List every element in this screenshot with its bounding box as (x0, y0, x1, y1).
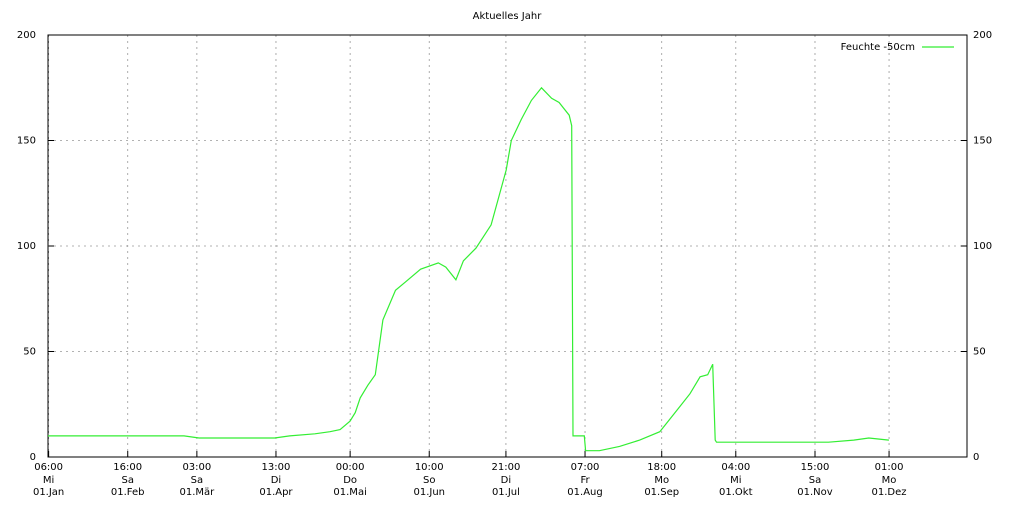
y2-tick-label: 150 (973, 136, 992, 147)
x-tick-label: 18:00 Mo 01.Sep (644, 462, 680, 498)
y2-tick-label: 100 (973, 241, 992, 252)
series-line (48, 86, 889, 452)
y-tick-label: 200 (17, 30, 36, 41)
x-tick-label: 00:00 Do 01.Mai (333, 462, 367, 498)
x-tick-label: 03:00 Sa 01.Mär (179, 462, 215, 498)
y2-tick-label: 200 (973, 30, 992, 41)
x-tick-label: 04:00 Mi 01.Okt (719, 462, 753, 498)
chart-title: Aktuelles Jahr (473, 11, 543, 22)
y-tick-label: 150 (17, 136, 36, 147)
plot-frame (47, 34, 968, 458)
x-tick-label: 21:00 Di 01.Jul (491, 462, 521, 498)
legend-label: Feuchte -50cm (841, 42, 915, 53)
y2-tick-label: 0 (973, 452, 979, 463)
x-tick-label: 13:00 Di 01.Apr (259, 462, 293, 498)
x-tick-label: 10:00 So 01.Jun (413, 462, 445, 498)
y-tick-label: 50 (23, 347, 36, 358)
x-tick-label: 07:00 Fr 01.Aug (567, 462, 603, 498)
x-tick-label: 06:00 Mi 01.Jan (32, 462, 65, 498)
x-tick-label: 01:00 Mo 01.Dez (871, 462, 907, 498)
y-tick-label: 0 (30, 452, 36, 463)
y2-tick-label: 50 (973, 347, 986, 358)
y-tick-label: 100 (17, 241, 36, 252)
x-tick-label: 16:00 Sa 01.Feb (110, 462, 145, 498)
x-tick-label: 15:00 Sa 01.Nov (797, 462, 833, 498)
